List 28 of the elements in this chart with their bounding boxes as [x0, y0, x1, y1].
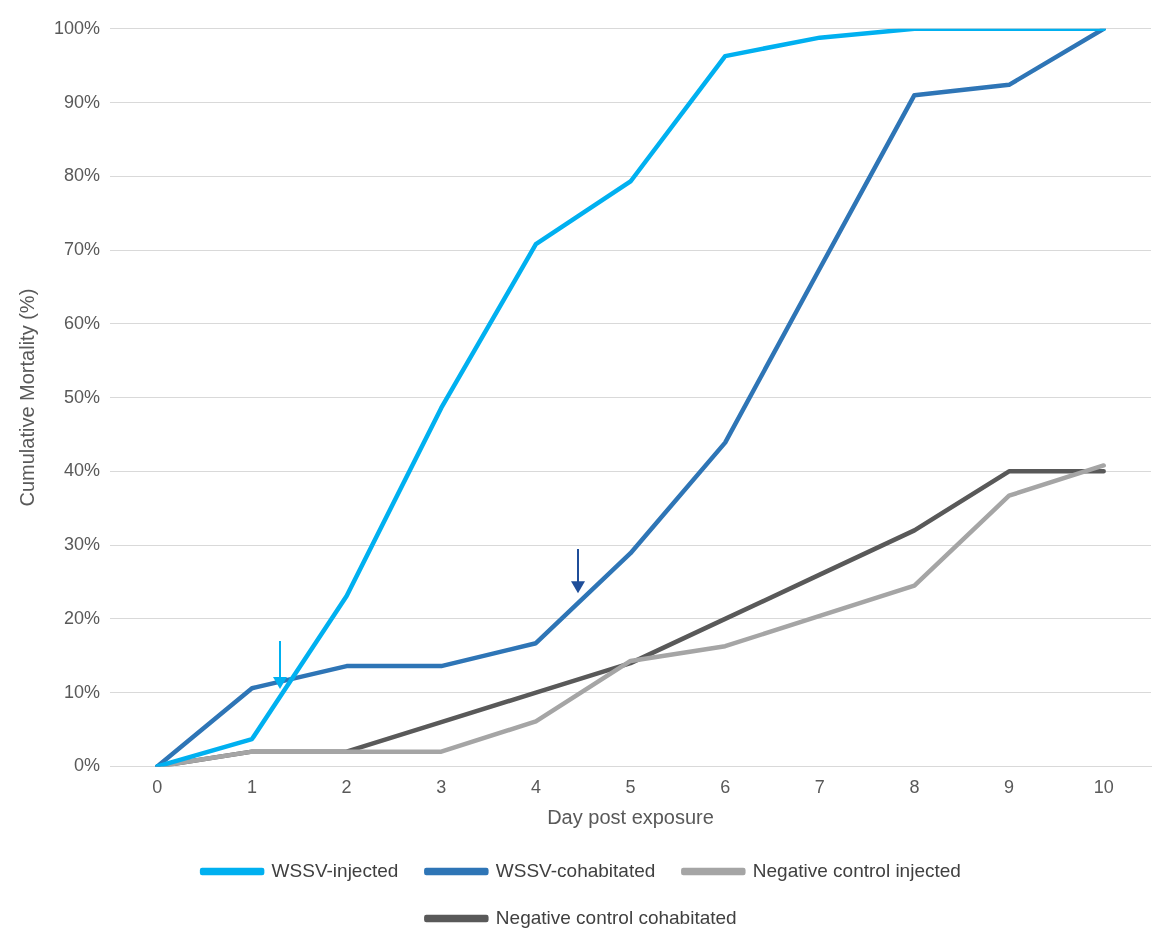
y-tick-label: 90%: [64, 91, 101, 112]
legend-label: Negative control cohabitated: [495, 906, 737, 928]
x-tick-label: 7: [814, 777, 825, 798]
y-tick-label: 10%: [64, 681, 101, 702]
x-tick-label: 1: [246, 777, 257, 798]
y-tick-label: 50%: [64, 386, 101, 407]
x-tick-label: 2: [341, 777, 352, 798]
y-tick-label: 80%: [64, 165, 101, 186]
legend-label: WSSV-cohabitated: [495, 859, 656, 881]
x-tick-label: 4: [530, 777, 541, 798]
x-tick-label: 3: [436, 777, 447, 798]
y-tick-label: 70%: [64, 239, 101, 260]
x-tick-label: 8: [909, 777, 920, 798]
y-tick-label: 60%: [64, 312, 101, 333]
x-tick-label: 5: [625, 777, 636, 798]
y-tick-label: 20%: [64, 607, 101, 628]
y-tick-label: 0%: [74, 755, 101, 776]
y-tick-label: 40%: [64, 460, 101, 481]
legend-label: Negative control injected: [752, 859, 961, 881]
legend-label: WSSV-injected: [271, 859, 399, 881]
y-tick-label: 100%: [53, 17, 101, 38]
x-tick-label: 0: [152, 777, 163, 798]
x-tick-label: 10: [1093, 777, 1114, 798]
x-tick-label: 6: [720, 777, 731, 798]
x-axis-title: Day post exposure: [547, 805, 714, 828]
y-axis-title: Cumulative Mortality (%): [15, 288, 38, 507]
x-tick-label: 9: [1004, 777, 1015, 798]
y-tick-label: 30%: [64, 534, 101, 555]
